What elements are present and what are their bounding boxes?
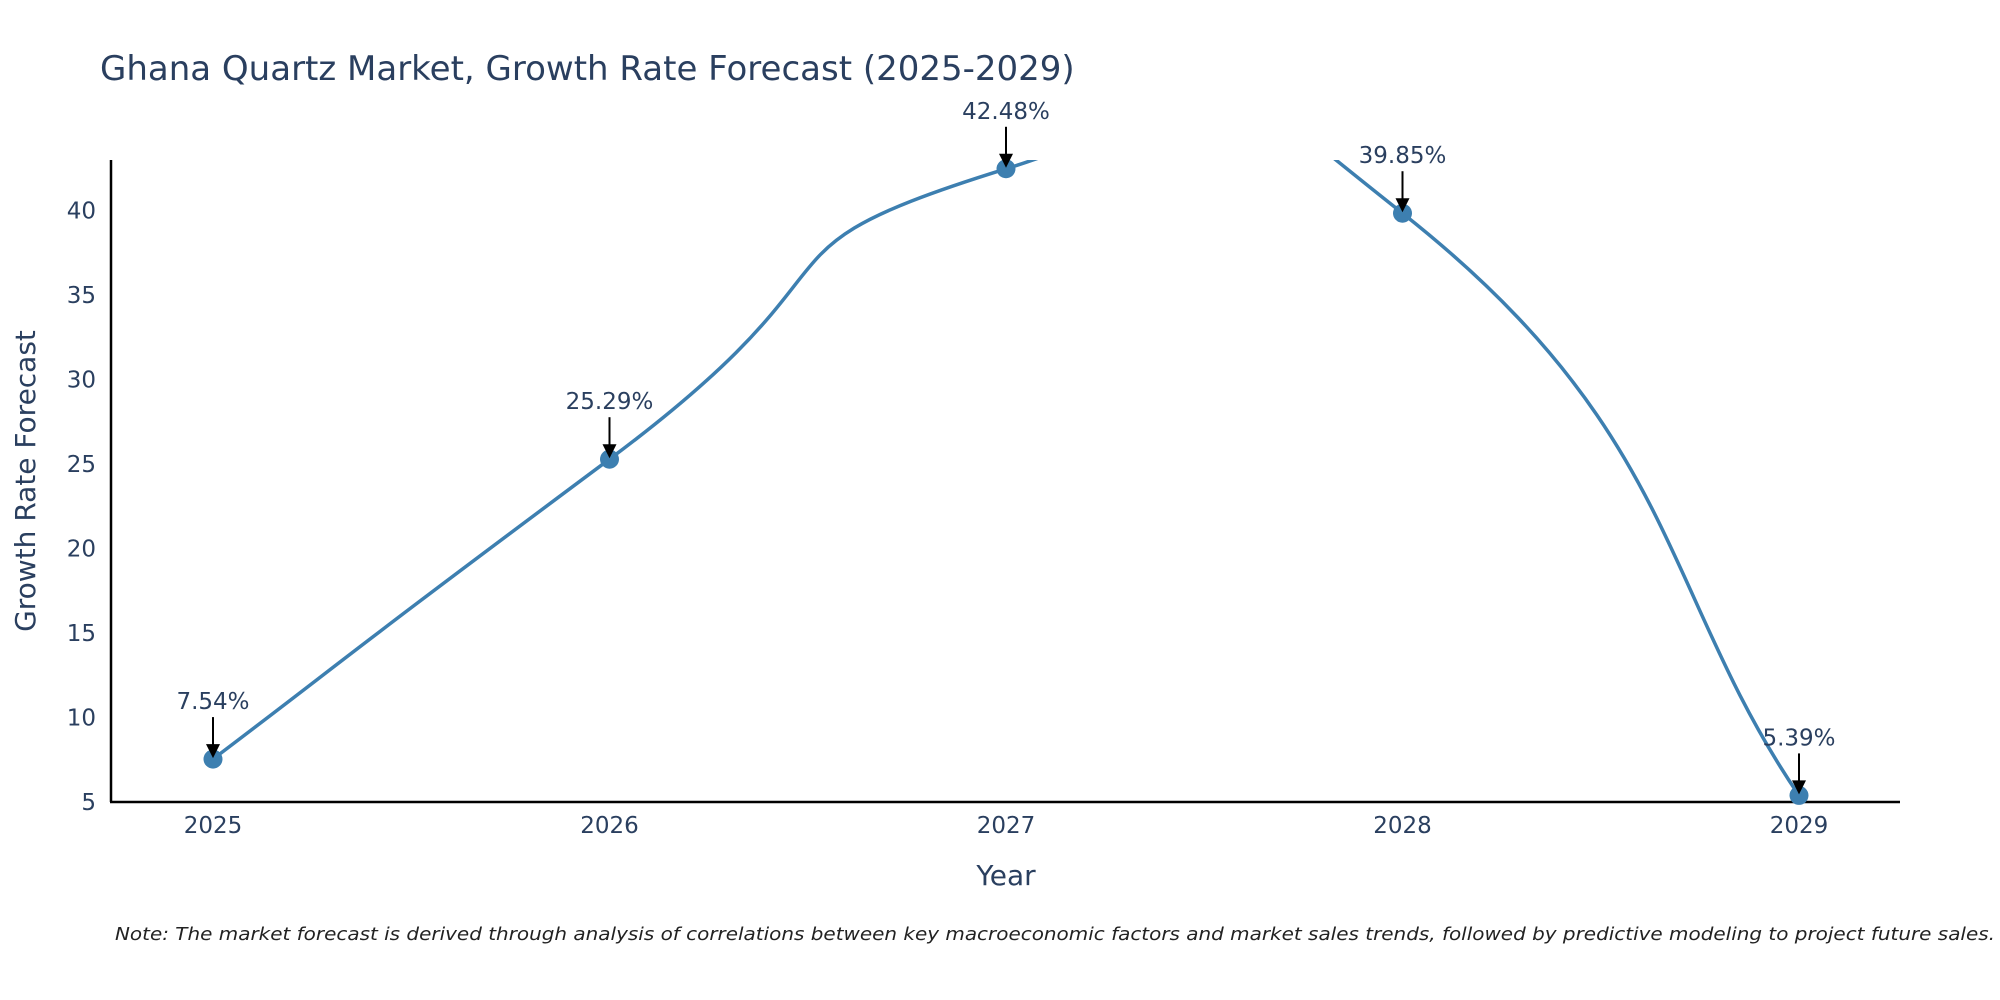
data-label: 25.29% bbox=[566, 389, 654, 415]
chart-title: Ghana Quartz Market, Growth Rate Forecas… bbox=[100, 49, 1075, 89]
y-tick-label: 30 bbox=[67, 368, 96, 394]
x-tick-label: 2028 bbox=[1373, 813, 1432, 839]
x-axis-ticks: 2025 2026 2027 2028 2029 bbox=[184, 813, 1829, 839]
data-point bbox=[1393, 203, 1412, 223]
annotation-arrow-head bbox=[1395, 198, 1410, 213]
data-annotations: 7.54% 25.29% 42.48% 39.85% 5.39% bbox=[176, 99, 1836, 795]
y-tick-label: 10 bbox=[67, 706, 96, 732]
x-tick-label: 2029 bbox=[1770, 813, 1829, 839]
annotation-arrow-head bbox=[602, 444, 617, 459]
y-tick-label: 25 bbox=[67, 452, 96, 478]
annotation-arrow-head bbox=[1792, 780, 1806, 795]
y-tick-label: 15 bbox=[67, 621, 96, 647]
series-line bbox=[211, 160, 1801, 797]
y-axis-title: Growth Rate Forecast bbox=[9, 330, 42, 632]
y-axis-ticks: 5 10 15 20 25 30 35 40 bbox=[67, 199, 96, 816]
data-markers bbox=[203, 159, 1809, 805]
y-tick-label: 40 bbox=[67, 199, 96, 225]
y-tick-label: 35 bbox=[67, 283, 96, 309]
footnote: Note: The market forecast is derived thr… bbox=[115, 924, 1995, 945]
x-tick-label: 2027 bbox=[977, 813, 1036, 839]
x-tick-label: 2026 bbox=[580, 813, 639, 839]
data-label: 5.39% bbox=[1762, 725, 1835, 751]
x-tick-label: 2025 bbox=[184, 813, 243, 839]
annotation-arrow-head bbox=[206, 744, 220, 759]
annotation-arrow-head bbox=[999, 153, 1013, 168]
data-label: 39.85% bbox=[1359, 143, 1447, 169]
data-point bbox=[996, 159, 1016, 179]
data-label: 7.54% bbox=[176, 689, 249, 715]
data-label: 42.48% bbox=[962, 99, 1050, 125]
x-axis-title: Year bbox=[975, 859, 1036, 892]
y-tick-label: 5 bbox=[81, 790, 96, 816]
data-point bbox=[1789, 785, 1809, 805]
data-point bbox=[203, 749, 223, 769]
y-tick-label: 20 bbox=[67, 537, 96, 563]
data-point bbox=[600, 449, 619, 469]
